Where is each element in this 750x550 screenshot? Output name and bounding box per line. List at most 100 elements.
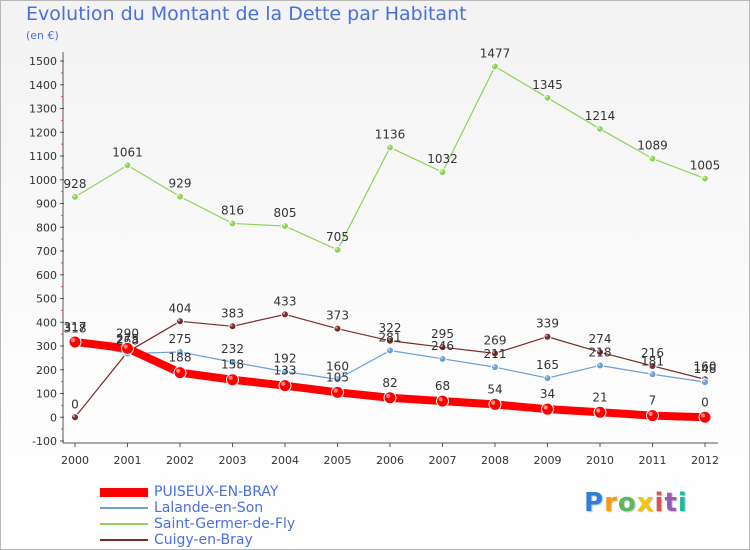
data-label: 188 [169, 351, 192, 365]
data-label: 192 [274, 352, 297, 366]
data-label: 805 [274, 206, 297, 220]
data-point [71, 413, 79, 422]
data-label: 246 [431, 339, 454, 353]
data-point [593, 405, 607, 419]
data-point [333, 245, 342, 254]
data-label: 7 [649, 394, 657, 408]
x-tick-label: 2005 [324, 454, 352, 467]
data-point-highlight [230, 221, 233, 224]
data-point [278, 379, 292, 393]
data-point [596, 124, 604, 133]
data-point-highlight [177, 349, 181, 353]
data-point [701, 378, 709, 387]
data-label: 232 [221, 342, 244, 356]
data-label: 928 [64, 177, 87, 191]
x-tick-label: 2011 [639, 454, 667, 467]
data-point-highlight [701, 413, 706, 418]
logo-letter: x [636, 488, 655, 518]
data-point-highlight [177, 319, 181, 322]
data-point [281, 222, 289, 231]
data-point-highlight [335, 247, 338, 250]
data-point-highlight [282, 312, 286, 315]
data-label: 322 [379, 321, 402, 335]
data-point-highlight [596, 408, 601, 413]
data-point-highlight [176, 368, 181, 373]
data-label: 54 [487, 382, 502, 396]
data-point [438, 168, 447, 177]
y-tick-label: 1400 [29, 79, 57, 92]
legend-swatch [100, 487, 148, 497]
data-label: 275 [116, 332, 139, 346]
data-point-highlight [335, 326, 338, 329]
logo-letter: t [664, 488, 678, 518]
data-point [543, 332, 552, 341]
x-tick-label: 2012 [691, 454, 719, 467]
legend-label: Cuigy-en-Bray [154, 532, 253, 548]
y-tick-label: -100 [32, 435, 57, 448]
data-point-highlight [387, 145, 391, 148]
data-point-highlight [702, 176, 706, 179]
data-label: 34 [540, 387, 555, 401]
data-label: 1136 [375, 127, 406, 141]
data-point [543, 374, 552, 383]
data-point [383, 391, 397, 405]
data-point-highlight [335, 376, 338, 380]
data-label: 1061 [112, 145, 143, 159]
data-label: 68 [435, 379, 450, 393]
y-tick-label: 700 [36, 245, 57, 258]
data-point [123, 161, 132, 170]
data-point-highlight [543, 405, 548, 410]
y-tick-label: 0 [50, 411, 57, 424]
data-label: 433 [274, 294, 297, 308]
data-point-highlight [386, 393, 391, 399]
data-point [228, 219, 237, 228]
data-point-highlight [440, 356, 443, 359]
data-point [281, 310, 289, 319]
logo-letter: r [604, 488, 618, 518]
data-label: 105 [326, 370, 349, 384]
data-label: 1345 [532, 78, 563, 92]
data-label: 816 [221, 203, 244, 217]
data-point-highlight [545, 375, 548, 379]
y-tick-label: 100 [36, 388, 57, 401]
data-label: 705 [326, 230, 349, 244]
data-point [386, 346, 394, 355]
data-point-highlight [492, 64, 496, 67]
data-point-highlight [545, 334, 548, 337]
data-point-highlight [72, 194, 76, 198]
logo-letter: o [617, 488, 637, 518]
proxiti-logo: Proxiti [584, 488, 688, 518]
data-label: 1089 [637, 139, 668, 153]
data-point-highlight [72, 414, 76, 418]
data-point [226, 373, 239, 387]
y-tick-label: 200 [36, 364, 57, 377]
data-label: 211 [484, 347, 507, 361]
data-point [541, 402, 554, 416]
y-tick-label: 500 [36, 293, 57, 306]
data-label: 160 [326, 359, 349, 373]
data-label: 1032 [427, 152, 458, 166]
data-label: 1005 [690, 159, 721, 173]
data-point [386, 143, 394, 152]
chart-title: Evolution du Montant de la Dette par Hab… [26, 3, 467, 25]
data-point [436, 394, 449, 408]
data-point-highlight [650, 363, 653, 367]
y-tick-label: 600 [36, 269, 57, 282]
data-label: 218 [589, 345, 612, 359]
data-label: 295 [431, 327, 454, 341]
y-tick-label: 300 [36, 340, 57, 353]
data-point [176, 192, 184, 201]
legend-label: Lalande-en-Son [154, 500, 264, 516]
data-point [176, 317, 184, 326]
legend-label: Saint-Germer-de-Fly [154, 516, 296, 532]
data-point-highlight [492, 351, 496, 354]
data-point [438, 354, 447, 363]
data-label: 318 [64, 322, 87, 336]
data-label: 148 [694, 362, 717, 376]
x-tick-label: 2007 [429, 454, 457, 467]
data-label: 404 [169, 301, 192, 315]
data-point [491, 363, 499, 372]
data-point [488, 397, 502, 411]
